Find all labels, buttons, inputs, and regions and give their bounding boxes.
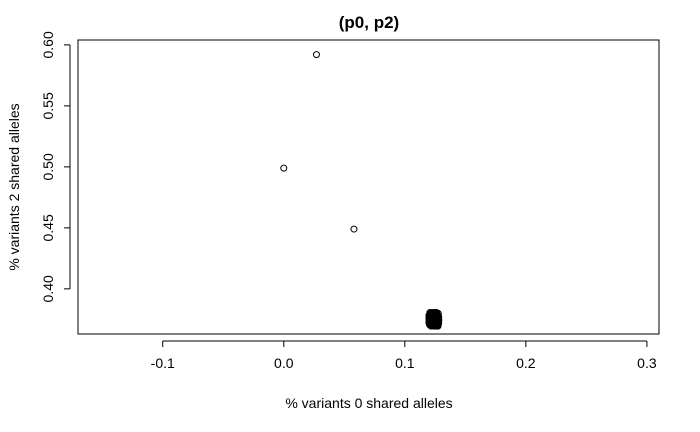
x-tick-label: 0.0 [274,355,294,371]
data-point [280,164,288,172]
data-point [350,225,358,233]
cluster-point [431,316,439,324]
cluster-point [434,320,442,328]
y-tick-label: 0.45 [40,214,56,241]
cluster-point [427,317,435,325]
cluster-point [431,320,439,328]
data-points [280,51,443,330]
data-point [312,51,320,59]
y-tick-label: 0.55 [40,92,56,119]
x-tick-label: 0.1 [395,355,415,371]
y-axis: 0.40 0.45 0.50 0.55 0.60 [40,31,71,302]
x-axis: -0.1 0.0 0.1 0.2 0.3 [151,340,657,371]
x-tick-label: 0.3 [637,355,657,371]
y-tick-label: 0.40 [40,275,56,302]
chart-title: (p0, p2) [339,13,399,32]
cluster-point [427,319,435,327]
y-tick-label: 0.60 [40,31,56,58]
x-axis-label: % variants 0 shared alleles [285,395,452,411]
x-tick-label: -0.1 [151,355,175,371]
y-tick-label: 0.50 [40,153,56,180]
plot-frame [77,39,660,335]
x-tick-label: 0.2 [516,355,536,371]
y-axis-label: % variants 2 shared alleles [6,103,22,270]
